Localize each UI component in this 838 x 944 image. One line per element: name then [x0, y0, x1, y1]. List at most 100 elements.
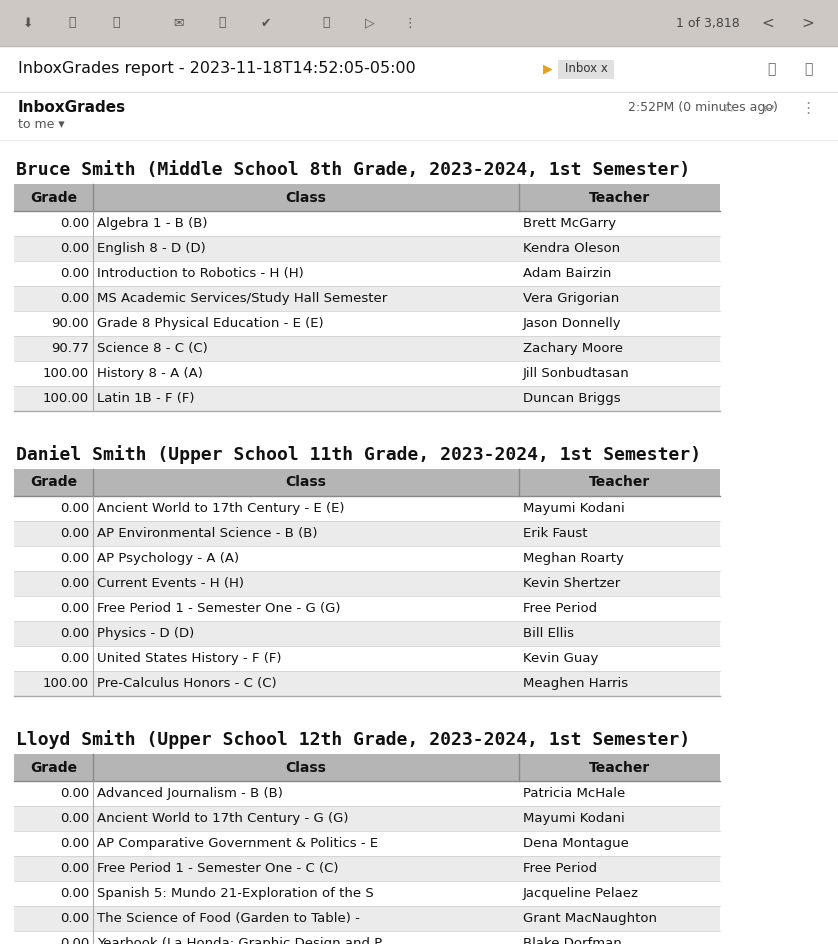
Text: ↩: ↩ [762, 100, 774, 115]
Text: Class: Class [286, 761, 327, 774]
Text: 0.00: 0.00 [59, 292, 89, 305]
Bar [14, 261, 720, 286]
Text: English 8 - D (D): English 8 - D (D) [97, 242, 206, 255]
Text: Yearbook (La Honda: Graphic Design and P: Yearbook (La Honda: Graphic Design and P [97, 937, 382, 944]
Text: Mayumi Kodani: Mayumi Kodani [523, 502, 625, 515]
Bar [14, 671, 720, 696]
Bar [558, 59, 614, 78]
Text: ✉: ✉ [173, 16, 184, 29]
Text: 100.00: 100.00 [43, 367, 89, 380]
Text: 0.00: 0.00 [59, 577, 89, 590]
Text: Advanced Journalism - B (B): Advanced Journalism - B (B) [97, 787, 283, 800]
Text: 90.77: 90.77 [51, 342, 89, 355]
Text: Daniel Smith (Upper School 11th Grade, 2023-2024, 1st Semester): Daniel Smith (Upper School 11th Grade, 2… [16, 445, 701, 464]
Text: 2:52PM (0 minutes ago): 2:52PM (0 minutes ago) [628, 102, 778, 114]
Bar [14, 521, 720, 546]
Text: Class: Class [286, 476, 327, 490]
Text: Adam Bairzin: Adam Bairzin [523, 267, 612, 280]
Bar [14, 646, 720, 671]
Text: AP Environmental Science - B (B): AP Environmental Science - B (B) [97, 527, 318, 540]
Bar [14, 781, 720, 806]
Text: Ancient World to 17th Century - G (G): Ancient World to 17th Century - G (G) [97, 812, 349, 825]
Text: Physics - D (D): Physics - D (D) [97, 627, 194, 640]
Bar [0, 92, 838, 140]
Bar [14, 906, 720, 931]
Bar [14, 336, 720, 361]
Text: 0.00: 0.00 [59, 627, 89, 640]
Text: 0.00: 0.00 [59, 812, 89, 825]
Bar [14, 386, 720, 411]
Bar [0, 46, 838, 92]
Text: Bruce Smith (Middle School 8th Grade, 2023-2024, 1st Semester): Bruce Smith (Middle School 8th Grade, 20… [16, 160, 691, 178]
Text: 0.00: 0.00 [59, 217, 89, 230]
Bar [14, 546, 720, 571]
Bar [14, 621, 720, 646]
Text: ▶: ▶ [543, 62, 553, 76]
Text: Teacher: Teacher [589, 191, 650, 205]
Text: 0.00: 0.00 [59, 787, 89, 800]
Text: Algebra 1 - B (B): Algebra 1 - B (B) [97, 217, 208, 230]
Bar [14, 496, 720, 521]
Text: Erik Faust: Erik Faust [523, 527, 587, 540]
Text: Kevin Guay: Kevin Guay [523, 652, 598, 665]
Text: Ancient World to 17th Century - E (E): Ancient World to 17th Century - E (E) [97, 502, 344, 515]
Text: Teacher: Teacher [589, 761, 650, 774]
Bar [14, 184, 720, 211]
Bar [14, 211, 720, 236]
Text: Grade: Grade [30, 191, 77, 205]
Bar [14, 831, 720, 856]
Text: InboxGrades report - 2023-11-18T14:52:05-05:00: InboxGrades report - 2023-11-18T14:52:05… [18, 61, 416, 76]
Text: Kendra Oleson: Kendra Oleson [523, 242, 620, 255]
Text: 0.00: 0.00 [59, 837, 89, 850]
Text: 0.00: 0.00 [59, 887, 89, 900]
Text: Kevin Shertzer: Kevin Shertzer [523, 577, 620, 590]
Text: ⋮: ⋮ [800, 100, 815, 115]
Text: Jill Sonbudtasan: Jill Sonbudtasan [523, 367, 629, 380]
Bar [14, 856, 720, 881]
Bar [0, 0, 838, 46]
Text: InboxGrades: InboxGrades [18, 100, 127, 115]
Text: Free Period: Free Period [523, 862, 597, 875]
Text: Grade 8 Physical Education - E (E): Grade 8 Physical Education - E (E) [97, 317, 323, 330]
Text: ☆: ☆ [722, 100, 735, 115]
Text: ⧉: ⧉ [804, 62, 812, 76]
Text: Vera Grigorian: Vera Grigorian [523, 292, 619, 305]
Text: Jason Donnelly: Jason Donnelly [523, 317, 622, 330]
Text: <: < [762, 15, 774, 30]
Text: Meaghen Harris: Meaghen Harris [523, 677, 628, 690]
Text: AP Psychology - A (A): AP Psychology - A (A) [97, 552, 239, 565]
Text: 0.00: 0.00 [59, 267, 89, 280]
Text: 90.00: 90.00 [51, 317, 89, 330]
Bar [14, 754, 720, 781]
Text: ▷: ▷ [365, 16, 375, 29]
Text: Inbox x: Inbox x [565, 62, 608, 76]
Text: 0.00: 0.00 [59, 912, 89, 925]
Text: Zachary Moore: Zachary Moore [523, 342, 623, 355]
Text: ⋮: ⋮ [404, 16, 416, 29]
Bar [14, 931, 720, 944]
Text: 0.00: 0.00 [59, 652, 89, 665]
Text: United States History - F (F): United States History - F (F) [97, 652, 282, 665]
Bar [14, 236, 720, 261]
Text: Current Events - H (H): Current Events - H (H) [97, 577, 244, 590]
Bar [14, 806, 720, 831]
Text: History 8 - A (A): History 8 - A (A) [97, 367, 203, 380]
Text: Lloyd Smith (Upper School 12th Grade, 2023-2024, 1st Semester): Lloyd Smith (Upper School 12th Grade, 20… [16, 730, 691, 749]
Text: 100.00: 100.00 [43, 677, 89, 690]
Text: 0.00: 0.00 [59, 502, 89, 515]
Bar [14, 571, 720, 596]
Text: 🖨: 🖨 [767, 62, 775, 76]
Bar [14, 286, 720, 311]
Text: 📁: 📁 [323, 16, 329, 29]
Text: Grant MacNaughton: Grant MacNaughton [523, 912, 657, 925]
Text: 0.00: 0.00 [59, 602, 89, 615]
Text: ✔: ✔ [261, 16, 272, 29]
Text: Jacqueline Pelaez: Jacqueline Pelaez [523, 887, 639, 900]
Text: Meghan Roarty: Meghan Roarty [523, 552, 623, 565]
Text: Spanish 5: Mundo 21-Exploration of the S: Spanish 5: Mundo 21-Exploration of the S [97, 887, 374, 900]
Text: 0.00: 0.00 [59, 937, 89, 944]
Text: >: > [802, 15, 815, 30]
Text: 🗑: 🗑 [112, 16, 120, 29]
Text: Latin 1B - F (F): Latin 1B - F (F) [97, 392, 194, 405]
Text: Class: Class [286, 191, 327, 205]
